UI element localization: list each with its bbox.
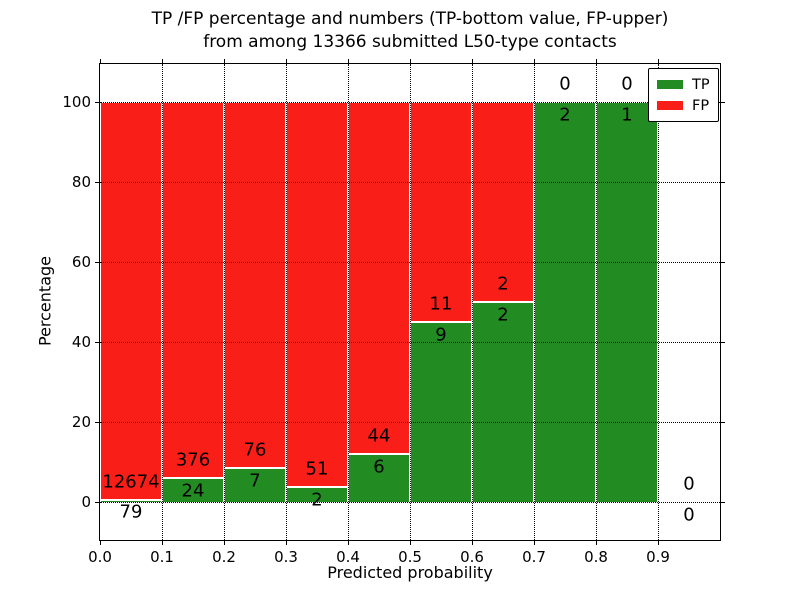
y-tick-label: 0 [81, 493, 91, 511]
x-tick-bottom [348, 540, 349, 545]
y-tick-left [95, 502, 100, 503]
x-tick-bottom [410, 540, 411, 545]
gridline-h [100, 502, 720, 503]
legend-item-fp: FP [657, 95, 710, 116]
bar-fp-segment [286, 102, 348, 487]
fp-count-label: 376 [175, 449, 211, 471]
fp-count-label: 0 [559, 73, 571, 95]
x-tick-top [596, 59, 597, 64]
x-tick-top [286, 59, 287, 64]
legend-label-fp: FP [692, 97, 710, 114]
x-tick-label: 0.3 [274, 548, 298, 566]
fp-count-label: 11 [429, 293, 453, 315]
bar-tp-segment [348, 454, 410, 502]
legend: TP FP [648, 68, 719, 122]
chart-title: TP /FP percentage and numbers (TP-bottom… [99, 8, 721, 54]
tp-count-label: 7 [249, 470, 261, 492]
y-tick-label: 100 [62, 93, 91, 111]
plot-area: 12674 79 376 24 76 7 51 2 44 6 11 9 2 2 0 2 0 1 0 0 0 20 40 60 8… [62, 59, 725, 566]
x-tick-bottom [162, 540, 163, 545]
x-tick-label: 0.8 [584, 548, 608, 566]
y-tick-label: 40 [71, 333, 91, 351]
x-tick-bottom [472, 540, 473, 545]
bar-fp-segment [100, 102, 162, 500]
fp-count-label: 0 [621, 73, 633, 95]
gridline-v [658, 64, 659, 540]
bar-tp-segment [224, 468, 286, 502]
tp-count-label: 2 [497, 304, 509, 326]
x-tick-top [100, 59, 101, 64]
x-tick-top [472, 59, 473, 64]
x-axis-label: Predicted probability [327, 563, 493, 582]
x-tick-top [224, 59, 225, 64]
fp-count-label: 0 [683, 473, 695, 495]
fp-count-label: 76 [243, 439, 267, 461]
fp-count-label: 44 [367, 425, 391, 447]
x-tick-top [348, 59, 349, 64]
chart-title-line1: TP /FP percentage and numbers (TP-bottom… [151, 9, 669, 29]
x-tick-bottom [658, 540, 659, 545]
x-tick-label: 0.9 [646, 548, 670, 566]
y-tick-right [720, 102, 725, 103]
x-tick-top [162, 59, 163, 64]
y-axis-label: Percentage [35, 255, 55, 347]
x-tick-label: 0.4 [336, 548, 360, 566]
x-tick-label: 0.0 [88, 548, 112, 566]
fp-count-label: 2 [497, 273, 509, 295]
tp-count-label: 24 [181, 480, 205, 502]
x-tick-label: 0.1 [150, 548, 174, 566]
legend-swatch-tp [657, 80, 683, 89]
x-tick-label: 0.6 [460, 548, 484, 566]
bar-fp-segment [472, 102, 534, 302]
x-tick-label: 0.2 [212, 548, 236, 566]
legend-item-tp: TP [657, 74, 710, 95]
tp-count-label: 2 [559, 104, 571, 126]
y-tick-right [720, 502, 725, 503]
y-tick-label: 60 [71, 253, 91, 271]
y-tick-right [720, 262, 725, 263]
tp-count-label: 6 [373, 456, 385, 478]
y-tick-left [95, 342, 100, 343]
x-tick-label: 0.7 [522, 548, 546, 566]
legend-swatch-fp [657, 101, 683, 110]
x-tick-top [410, 59, 411, 64]
y-tick-right [720, 342, 725, 343]
x-tick-bottom [286, 540, 287, 545]
x-tick-bottom [596, 540, 597, 545]
x-tick-bottom [100, 540, 101, 545]
x-tick-bottom [224, 540, 225, 545]
tp-count-label: 1 [621, 104, 633, 126]
y-tick-left [95, 102, 100, 103]
y-tick-right [720, 422, 725, 423]
bar-tp-segment [596, 102, 658, 502]
y-tick-label: 80 [71, 173, 91, 191]
y-tick-right [720, 182, 725, 183]
fp-count-label: 12674 [102, 471, 160, 493]
bar-fp-segment [162, 102, 224, 478]
legend-label-tp: TP [692, 76, 710, 93]
x-tick-top [534, 59, 535, 64]
bar-tp-segment [100, 499, 162, 502]
bar-tp-segment [534, 102, 596, 502]
x-tick-label: 0.5 [398, 548, 422, 566]
y-tick-left [95, 182, 100, 183]
bar-tp-segment [410, 322, 472, 502]
bar-tp-segment [472, 302, 534, 502]
tp-count-label: 2 [311, 489, 323, 511]
y-tick-left [95, 422, 100, 423]
tp-count-label: 9 [435, 324, 447, 346]
chart-title-line2: from among 13366 submitted L50-type cont… [203, 32, 617, 52]
tp-count-label: 79 [119, 501, 143, 523]
bar-fp-segment [224, 102, 286, 469]
bar-fp-segment [410, 102, 472, 322]
fp-count-label: 51 [305, 458, 329, 480]
tp-count-label: 0 [683, 504, 695, 526]
x-tick-top [658, 59, 659, 64]
x-tick-bottom [534, 540, 535, 545]
y-tick-label: 20 [71, 413, 91, 431]
bar-fp-segment [348, 102, 410, 454]
y-tick-left [95, 262, 100, 263]
